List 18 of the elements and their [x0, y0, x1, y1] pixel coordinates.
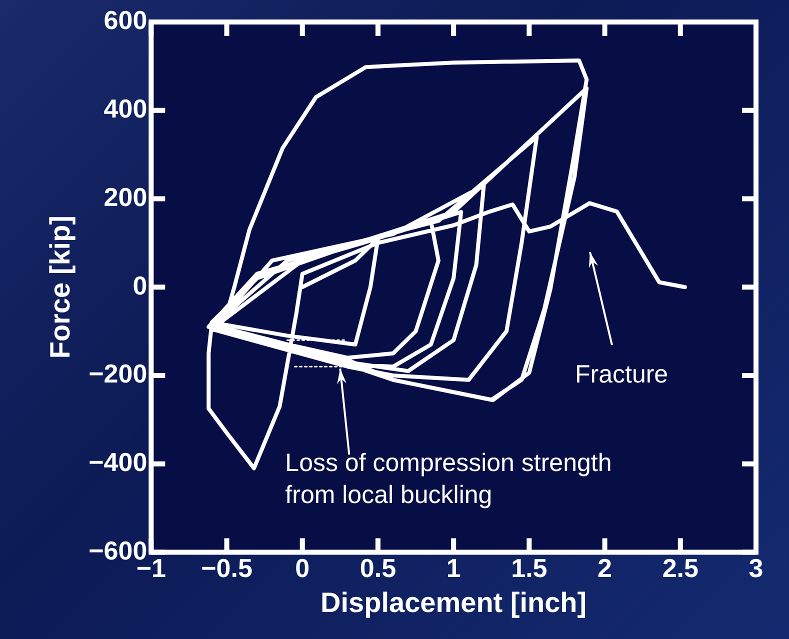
y-axis-title: Force [kip] — [44, 216, 76, 359]
x-tick-label: 1.5 — [511, 552, 548, 583]
x-tick-label: 0 — [295, 552, 310, 583]
annotation: Fracture — [575, 360, 668, 388]
y-tick-label: 600 — [104, 5, 148, 36]
x-tick-label: 2 — [598, 552, 612, 583]
x-axis-title: Displacement [inch] — [320, 586, 587, 618]
y-tick-label: −400 — [88, 447, 148, 478]
x-tick-label: −0.5 — [201, 552, 252, 583]
x-tick-label: 3 — [748, 552, 764, 583]
x-tick-label: 1 — [446, 552, 461, 583]
y-tick-label: −200 — [88, 358, 148, 389]
x-tick-label: 2.5 — [662, 552, 698, 583]
y-tick-label: 400 — [104, 94, 148, 124]
y-tick-label: 200 — [104, 182, 148, 212]
x-tick-label: 0.5 — [360, 552, 396, 583]
annotation: Loss of compression strength from local buckling — [285, 449, 612, 510]
y-tick-label: 0 — [132, 270, 148, 300]
